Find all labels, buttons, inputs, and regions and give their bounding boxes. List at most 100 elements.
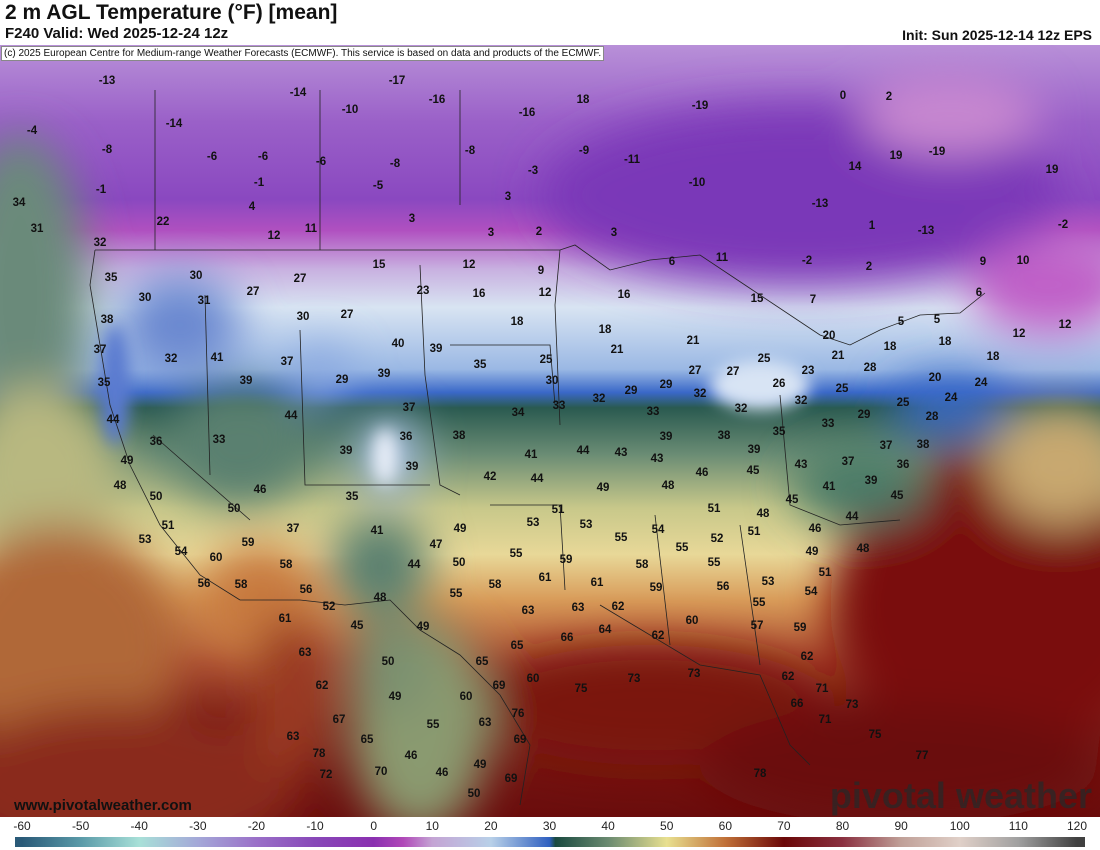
colorbar-gradient — [15, 837, 1085, 847]
temperature-label: 63 — [478, 717, 492, 729]
temperature-label: 63 — [298, 647, 312, 659]
temperature-label: 3 — [610, 227, 618, 239]
site-url[interactable]: www.pivotalweather.com — [14, 797, 192, 814]
temperature-label: 33 — [552, 400, 566, 412]
temperature-label: 38 — [100, 314, 114, 326]
temperature-label: 32 — [164, 353, 178, 365]
temperature-label: 76 — [511, 708, 525, 720]
temperature-label: 2 — [885, 91, 893, 103]
temperature-label: 3 — [487, 227, 495, 239]
temperature-label: 33 — [821, 418, 835, 430]
temperature-label: 7 — [809, 294, 817, 306]
temperature-label: 41 — [822, 481, 836, 493]
temperature-label: 60 — [209, 552, 223, 564]
colorbar-tick-label: 80 — [835, 819, 850, 833]
temperature-label: 44 — [284, 410, 298, 422]
colorbar-tick-label: 100 — [949, 819, 970, 833]
temperature-label: 53 — [579, 519, 593, 531]
temperature-label: 39 — [405, 461, 419, 473]
temperature-label: 51 — [551, 504, 565, 516]
temperature-label: 65 — [475, 656, 489, 668]
temperature-label: 34 — [511, 407, 525, 419]
temperature-label: 47 — [429, 539, 443, 551]
temperature-label: 27 — [726, 366, 740, 378]
temperature-label: 30 — [545, 375, 559, 387]
temperature-label: 32 — [93, 237, 107, 249]
temperature-label: 35 — [104, 272, 118, 284]
temperature-label: 60 — [526, 673, 540, 685]
temperature-label: 78 — [312, 748, 326, 760]
temperature-label: -4 — [26, 125, 38, 137]
temperature-label: 49 — [120, 455, 134, 467]
temperature-label: 43 — [614, 447, 628, 459]
temperature-label: -2 — [801, 255, 813, 267]
temperature-label: 46 — [435, 767, 449, 779]
temperature-label: 18 — [986, 351, 1000, 363]
temperature-label: 62 — [651, 630, 665, 642]
temperature-label: 26 — [772, 378, 786, 390]
temperature-label: 62 — [315, 680, 329, 692]
colorbar-tick-label: 30 — [542, 819, 557, 833]
temperature-label: 69 — [504, 773, 518, 785]
temperature-label: 38 — [717, 430, 731, 442]
temperature-label: 5 — [897, 316, 905, 328]
valid-time: F240 Valid: Wed 2025-12-24 12z — [5, 25, 229, 42]
temperature-label: 44 — [576, 445, 590, 457]
temperature-label: 35 — [345, 491, 359, 503]
temperature-label: 78 — [753, 768, 767, 780]
temperature-label: 43 — [794, 459, 808, 471]
temperature-label: 18 — [598, 324, 612, 336]
colorbar-tick-label: 90 — [894, 819, 908, 833]
temperature-label: -8 — [101, 144, 113, 156]
temperature-label: 61 — [278, 613, 292, 625]
temperature-map[interactable]: -13 -17 -16 18 -19 -10 -16 -14 -14 -4 -8 -6 -6 -6 -8 -8… — [0, 45, 1100, 817]
temperature-label: 55 — [449, 588, 463, 600]
temperature-label: 66 — [790, 698, 804, 710]
colorbar-tick-label: 120 — [1066, 819, 1088, 833]
temperature-label: 23 — [801, 365, 815, 377]
temperature-label: 59 — [793, 622, 807, 634]
temperature-label: 39 — [339, 445, 353, 457]
temperature-label: 39 — [377, 368, 391, 380]
temperature-label: -16 — [428, 94, 446, 106]
temperature-label: 36 — [896, 459, 910, 471]
colorbar-tick-label: 60 — [718, 819, 733, 833]
temperature-label: -14 — [165, 118, 183, 130]
temperature-label: 59 — [649, 582, 663, 594]
temperature-label: -10 — [688, 177, 706, 189]
temperature-label: 55 — [426, 719, 440, 731]
temperature-label: 9 — [537, 265, 545, 277]
temperature-label: 1 — [868, 220, 876, 232]
temperature-label: 30 — [138, 292, 152, 304]
temperature-label: 56 — [197, 578, 211, 590]
temperature-label: 29 — [335, 374, 349, 386]
temperature-label: 51 — [747, 526, 761, 538]
temperature-label: 37 — [286, 523, 300, 535]
temperature-label: -2 — [1057, 219, 1069, 231]
temperature-label: 10 — [1016, 255, 1030, 267]
temperature-label: 12 — [538, 287, 552, 299]
temperature-label: 12 — [267, 230, 281, 242]
temperature-label: 39 — [429, 343, 443, 355]
temperature-label: 19 — [1045, 164, 1059, 176]
temperature-label: 46 — [253, 484, 267, 496]
temperature-label: 24 — [944, 392, 958, 404]
temperature-label: 28 — [863, 362, 877, 374]
temperature-label: 29 — [659, 379, 673, 391]
temperature-label: 12 — [462, 259, 476, 271]
temperature-label: 38 — [916, 439, 930, 451]
colorbar-tick-label: -30 — [189, 819, 207, 833]
temperature-label: 25 — [757, 353, 771, 365]
temperature-label: 51 — [161, 520, 175, 532]
temperature-label: 19 — [889, 150, 903, 162]
temperature-label: 62 — [611, 601, 625, 613]
temperature-label: 49 — [805, 546, 819, 558]
temperature-label: -11 — [624, 154, 640, 166]
temperature-label: -17 — [388, 75, 406, 87]
temperature-label: -1 — [253, 177, 265, 189]
init-time: Init: Sun 2025-12-14 12z EPS — [902, 27, 1092, 43]
temperature-label: 49 — [388, 691, 402, 703]
temperature-label: 65 — [360, 734, 374, 746]
map-title: 2 m AGL Temperature (°F) [mean] — [5, 1, 338, 24]
temperature-label: 27 — [340, 309, 354, 321]
